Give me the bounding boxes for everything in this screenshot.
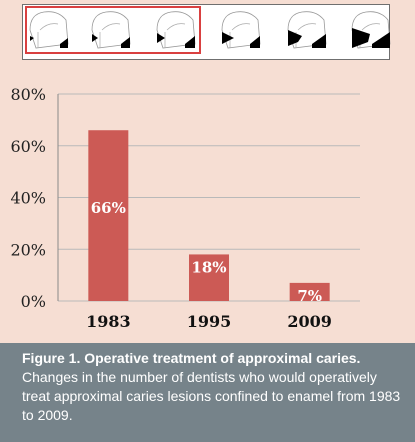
figure-caption: Figure 1. Operative treatment of approxi…: [0, 343, 415, 442]
bar-value-label: 66%: [91, 199, 126, 217]
x-tick-label: 2009: [287, 312, 332, 331]
bar-1995: [189, 254, 229, 301]
bar-1983: [88, 130, 129, 301]
y-tick-label: 40%: [10, 189, 46, 208]
tooth-lesion-stage-5-icon: [287, 11, 327, 49]
tooth-lesion-stage-1-icon: [29, 11, 69, 49]
x-tick-label: 1995: [187, 312, 232, 331]
tooth-lesion-stage-4-icon: [221, 11, 261, 49]
bar-2009: [289, 282, 330, 301]
tooth-lesion-stage-2-icon: [91, 11, 131, 49]
y-tick-label: 0%: [21, 292, 46, 311]
selection-frame: [25, 6, 201, 54]
caption-title: Figure 1. Operative treatment of approxi…: [22, 350, 361, 366]
tooth-diagram-strip: [22, 4, 390, 60]
bar-chart: 0% 20% 40% 60% 80% 66% 1983 18% 1995 7% 2009: [0, 70, 415, 345]
x-tick-label: 1983: [86, 312, 131, 331]
bar-value-label: 7%: [297, 287, 322, 305]
bar-chart-svg: 0% 20% 40% 60% 80% 66% 1983 18% 1995 7% 2009: [10, 85, 360, 331]
tooth-lesion-stage-6-icon: [351, 11, 391, 49]
y-tick-label: 80%: [10, 85, 46, 104]
tooth-lesion-stage-3-icon: [156, 11, 196, 49]
y-tick-label: 20%: [10, 240, 46, 259]
caption-body: Changes in the number of dentists who wo…: [22, 369, 401, 423]
bar-value-label: 18%: [191, 258, 226, 276]
y-tick-label: 60%: [10, 137, 46, 156]
